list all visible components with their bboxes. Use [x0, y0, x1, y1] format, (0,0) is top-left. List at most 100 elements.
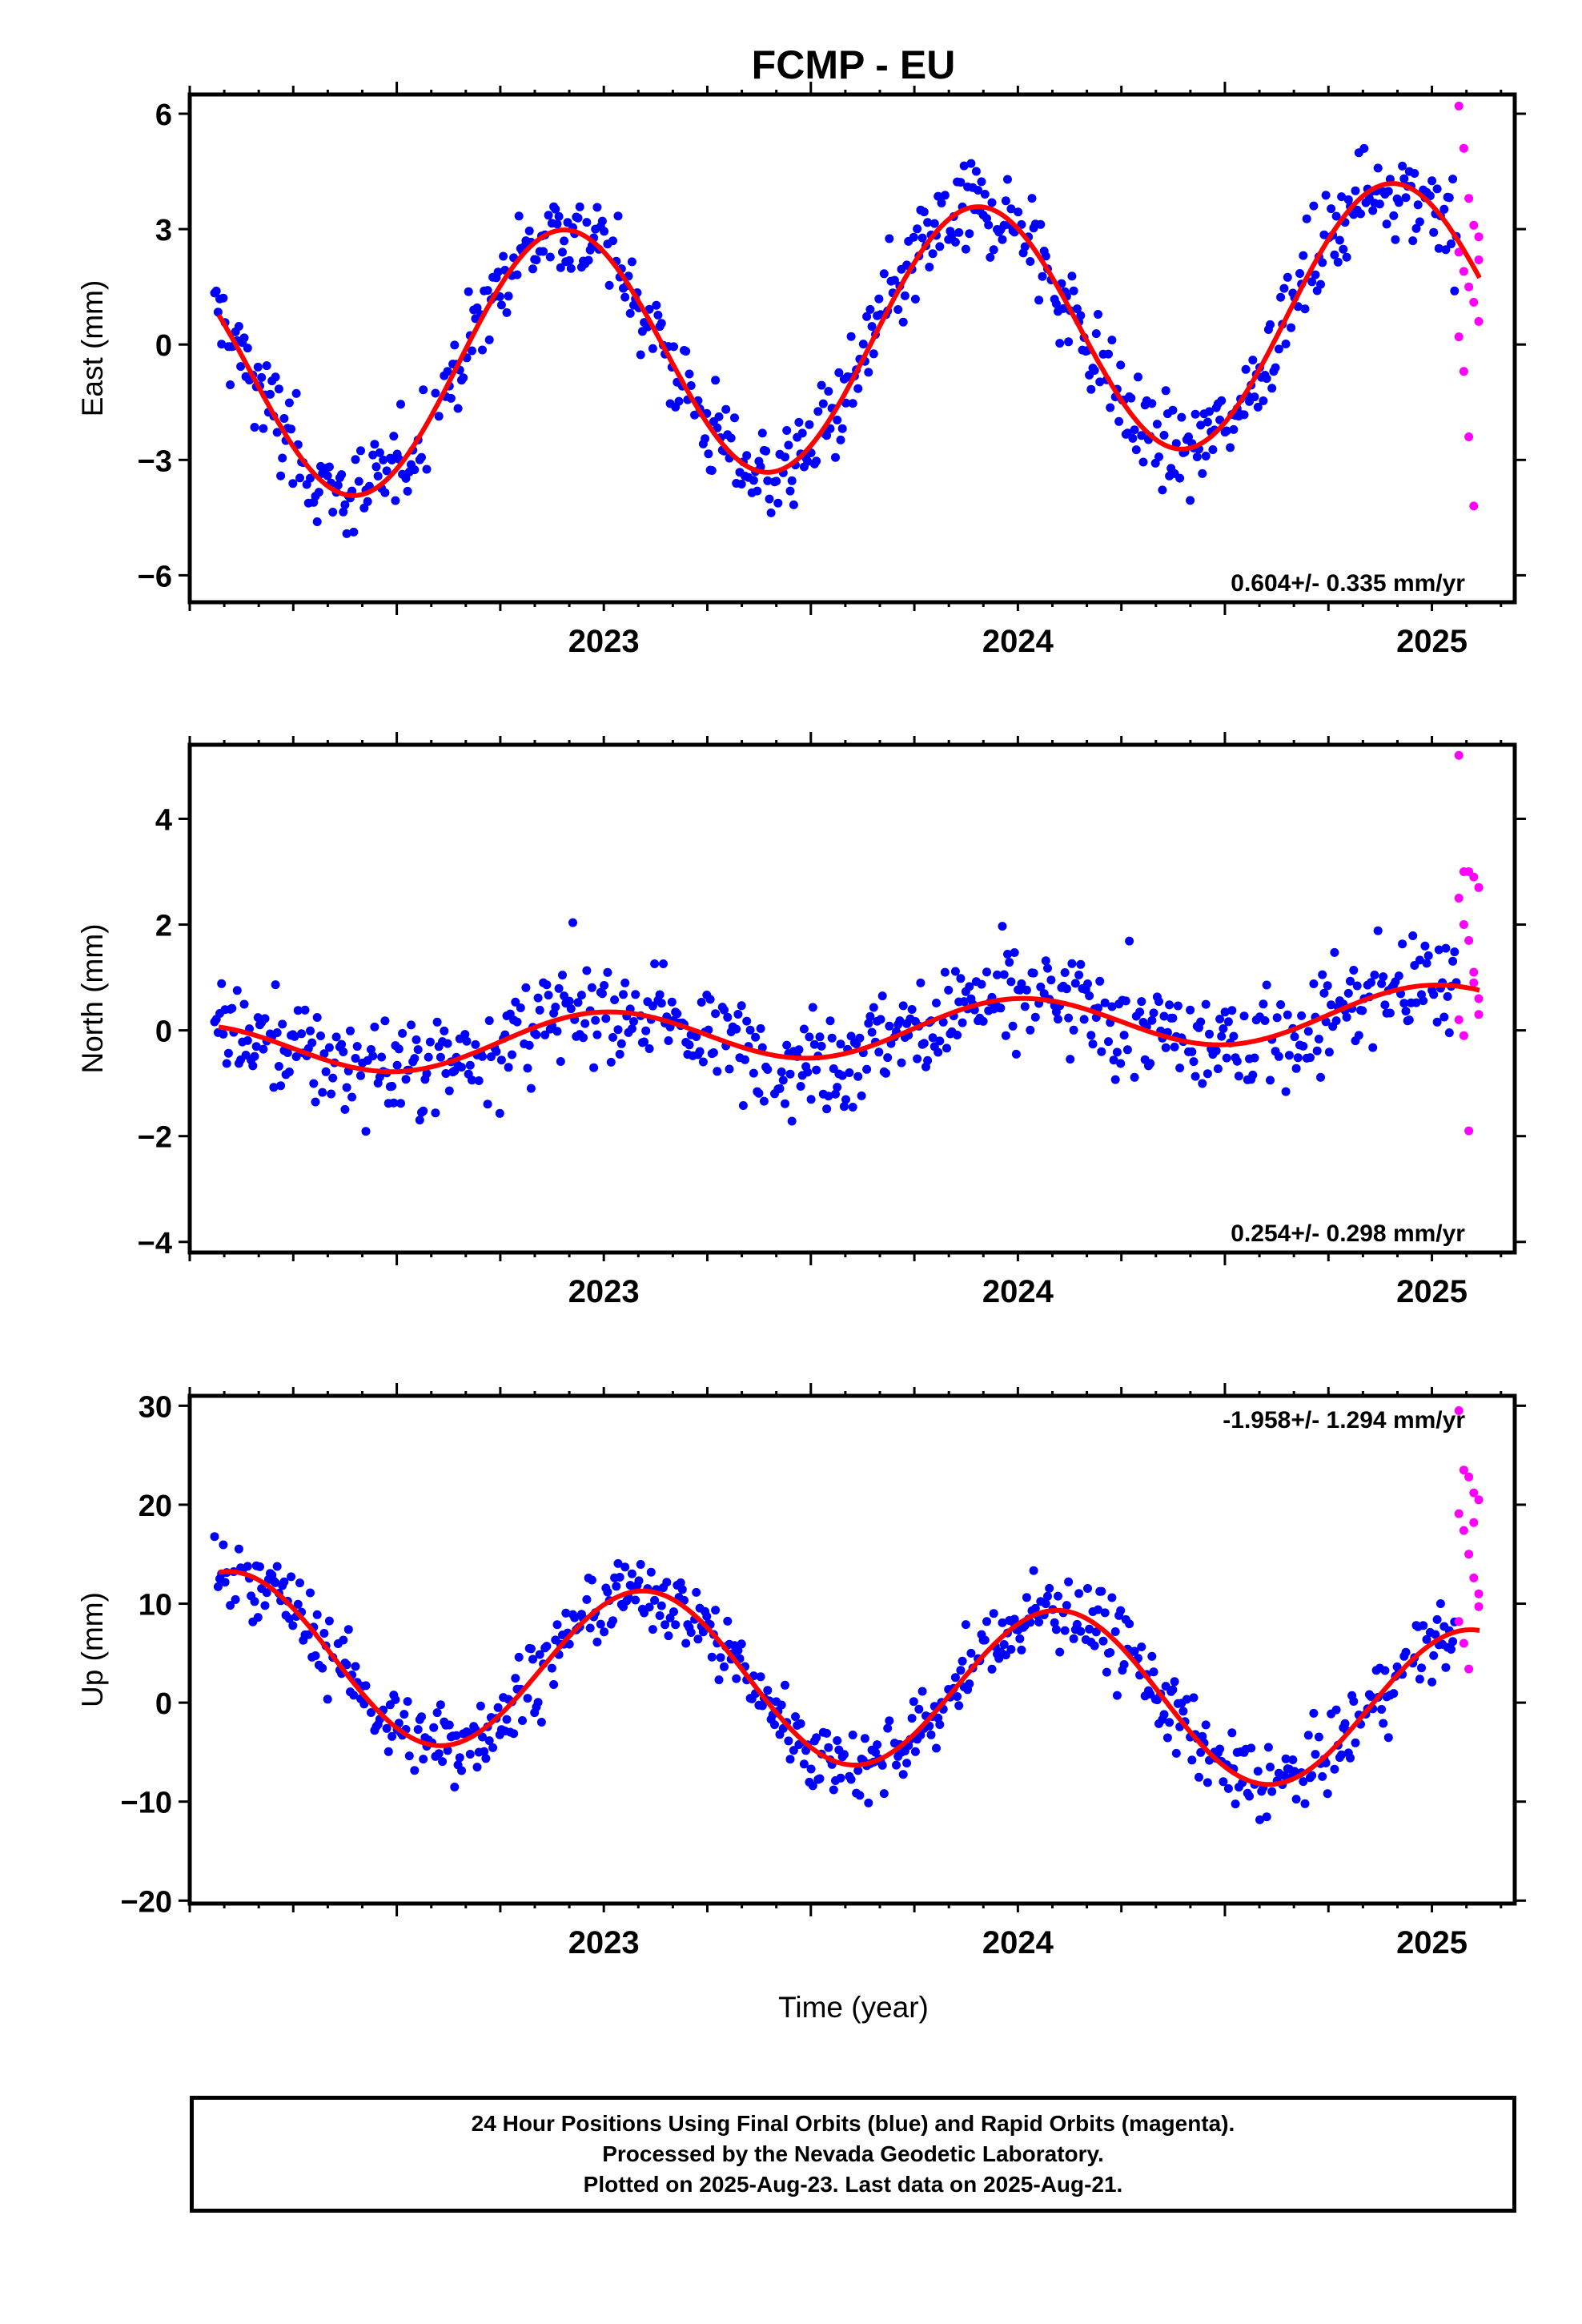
- final-orbit-point: [1281, 1087, 1291, 1096]
- final-orbit-point: [1337, 1750, 1347, 1759]
- final-orbit-point: [1259, 999, 1268, 1009]
- final-orbit-point: [787, 476, 797, 485]
- final-orbit-point: [478, 345, 487, 355]
- final-orbit-point: [869, 349, 878, 359]
- final-orbit-point: [1354, 1031, 1363, 1040]
- final-orbit-point: [1311, 1750, 1320, 1759]
- final-orbit-point: [1091, 329, 1101, 339]
- final-orbit-point: [417, 1712, 426, 1722]
- final-orbit-point: [1398, 161, 1407, 171]
- final-orbit-point: [349, 527, 359, 537]
- final-orbit-point: [592, 203, 602, 212]
- final-orbit-point: [1054, 1015, 1062, 1024]
- final-orbit-point: [436, 1700, 445, 1710]
- final-orbit-point: [284, 398, 294, 408]
- final-orbit-point: [351, 1662, 360, 1671]
- final-orbit-point: [1283, 1010, 1292, 1019]
- final-orbit-point: [323, 471, 332, 480]
- final-orbit-point: [274, 384, 283, 394]
- final-orbit-point: [1125, 1619, 1134, 1629]
- final-orbit-point: [340, 1104, 350, 1114]
- final-orbit-point: [917, 1687, 927, 1696]
- final-orbit-point: [932, 1743, 941, 1753]
- final-orbit-point: [1441, 245, 1451, 255]
- final-orbit-point: [812, 1065, 821, 1075]
- final-orbit-point: [1318, 1771, 1327, 1781]
- final-orbit-point: [956, 178, 966, 187]
- final-orbit-point: [226, 1601, 235, 1610]
- final-orbit-point: [407, 1020, 416, 1030]
- final-orbit-point: [552, 1027, 562, 1036]
- final-orbit-point: [794, 1045, 804, 1055]
- final-orbit-point: [1309, 979, 1319, 988]
- final-orbit-point: [239, 333, 249, 343]
- final-orbit-point: [1283, 272, 1292, 282]
- final-orbit-point: [444, 1720, 454, 1730]
- final-orbit-point: [1211, 1046, 1221, 1055]
- final-orbit-point: [934, 191, 943, 201]
- final-orbit-point: [1385, 1008, 1395, 1018]
- final-orbit-point: [1327, 204, 1336, 214]
- final-orbit-point: [1434, 945, 1443, 955]
- final-orbit-point: [1279, 1771, 1289, 1780]
- final-orbit-point: [495, 1108, 504, 1118]
- final-orbit-point: [1287, 323, 1296, 332]
- rapid-orbit-points: [1454, 101, 1484, 511]
- final-orbit-point: [453, 404, 463, 413]
- final-orbit-point: [1346, 1753, 1355, 1763]
- final-orbit-point: [1302, 214, 1311, 223]
- final-orbit-point: [213, 1582, 223, 1591]
- panel-frame: [187, 742, 1517, 1255]
- final-orbit-point: [1330, 250, 1339, 259]
- final-orbit-point: [1119, 1031, 1129, 1040]
- final-orbit-point: [1205, 1029, 1214, 1039]
- final-orbit-point: [707, 466, 717, 475]
- final-orbit-point: [1138, 457, 1148, 467]
- rapid-orbit-point: [1469, 501, 1479, 511]
- final-orbit-point: [596, 1619, 605, 1629]
- final-orbit-point: [1343, 195, 1353, 204]
- final-orbit-point: [1128, 433, 1138, 443]
- final-orbit-point: [1324, 1047, 1334, 1057]
- final-orbit-point: [1373, 926, 1383, 935]
- final-orbit-point: [919, 207, 929, 217]
- final-orbit-point: [913, 224, 922, 234]
- final-orbit-point: [1189, 1057, 1199, 1067]
- final-orbit-point: [351, 1054, 360, 1063]
- final-orbit-point: [1303, 1731, 1313, 1740]
- y-tick-label: 30: [139, 1390, 172, 1424]
- final-orbit-point: [582, 1594, 592, 1604]
- final-orbit-point: [763, 1065, 773, 1074]
- footer-line-2: Processed by the Nevada Geodetic Laborat…: [602, 2141, 1104, 2166]
- final-orbit-point: [287, 1572, 296, 1582]
- final-orbit-point: [391, 496, 400, 505]
- final-orbit-point: [900, 291, 909, 300]
- final-orbit-point: [1187, 1047, 1197, 1056]
- final-orbit-point: [291, 1052, 301, 1061]
- final-orbit-point: [796, 1719, 805, 1728]
- final-orbit-point: [812, 456, 821, 466]
- final-orbit-point: [889, 275, 899, 285]
- final-orbit-point: [655, 1611, 665, 1620]
- final-orbit-point: [582, 218, 592, 227]
- final-orbit-point: [799, 1759, 809, 1769]
- final-orbit-point: [1447, 239, 1456, 248]
- final-orbit-point: [337, 470, 347, 480]
- final-orbit-point: [600, 1627, 609, 1637]
- final-orbit-point: [848, 399, 857, 408]
- final-orbit-point: [1340, 1719, 1350, 1728]
- final-orbit-point: [714, 1675, 724, 1685]
- final-orbit-point: [502, 1715, 512, 1724]
- rapid-orbit-point: [1474, 1602, 1484, 1611]
- final-orbit-point: [1010, 948, 1019, 957]
- final-orbit-point: [260, 1601, 270, 1610]
- rapid-orbit-point: [1459, 1466, 1468, 1475]
- final-orbit-point: [1415, 217, 1424, 227]
- final-orbit-point: [778, 1076, 788, 1085]
- final-orbit-point: [243, 1562, 252, 1571]
- final-orbit-point: [1419, 996, 1428, 1006]
- final-orbit-point: [1439, 204, 1449, 214]
- final-orbit-point: [328, 508, 338, 517]
- panel-3: 30 20 10 0 −10 −20 2023 2024 2025 Up (mm) -1.958+/…: [76, 1383, 1526, 1960]
- final-orbit-point: [604, 280, 614, 290]
